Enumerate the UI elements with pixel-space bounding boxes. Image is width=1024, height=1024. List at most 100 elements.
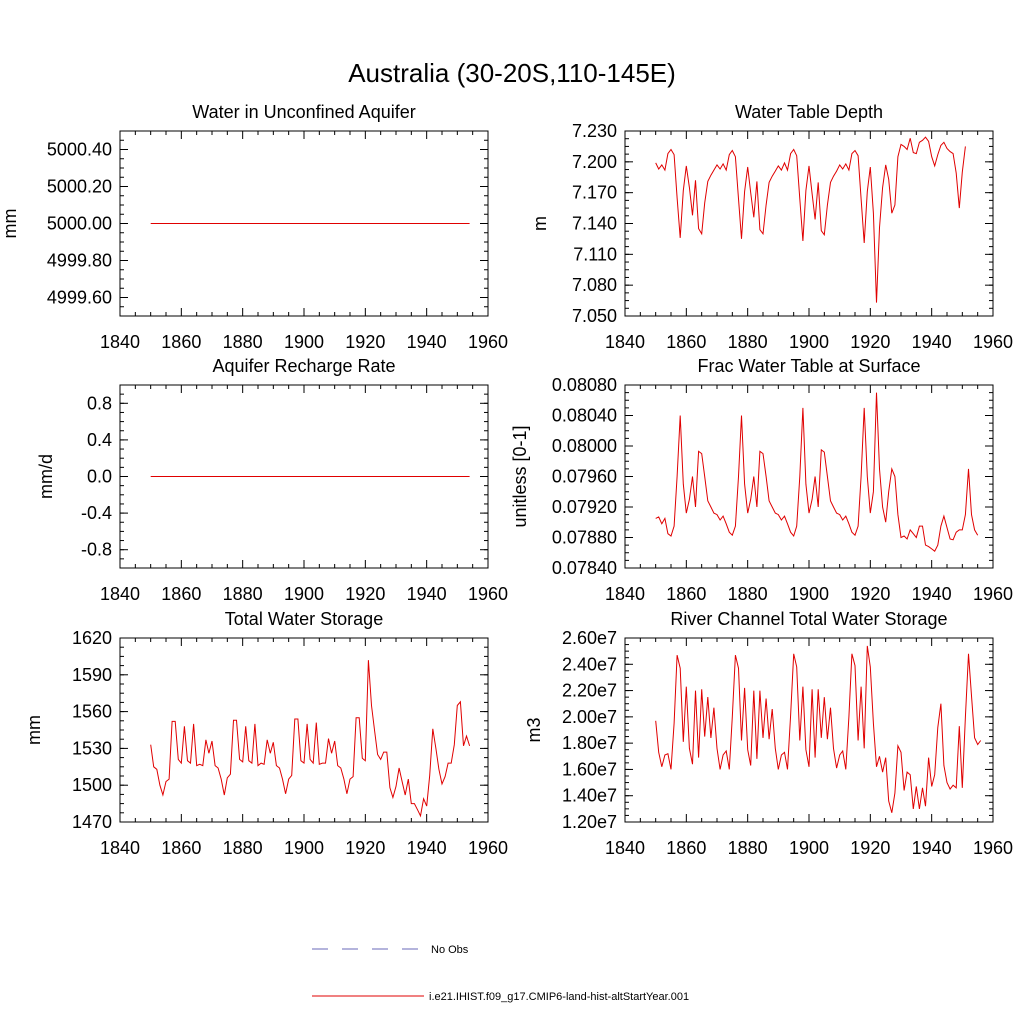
y-tick-label: 2.40e7	[562, 654, 617, 674]
x-tick-label: 1880	[223, 838, 263, 858]
panel-title: Total Water Storage	[225, 609, 383, 629]
x-tick-label: 1920	[345, 584, 385, 604]
x-tick-label: 1900	[789, 584, 829, 604]
legend-run-label: i.e21.IHIST.f09_g17.CMIP6-land-hist-altS…	[429, 991, 689, 1003]
series-line	[150, 660, 471, 818]
panel-title: Frac Water Table at Surface	[697, 356, 920, 376]
x-tick-label: 1860	[666, 332, 706, 352]
y-tick-label: 4999.60	[47, 288, 112, 308]
y-tick-label: 7.110	[573, 244, 617, 264]
y-tick-label: 5000.00	[47, 214, 112, 234]
y-tick-label: 0.8	[87, 393, 112, 413]
series-line	[655, 136, 966, 303]
x-tick-label: 1860	[161, 332, 201, 352]
y-tick-label: 0.07960	[552, 467, 617, 487]
x-tick-label: 1920	[850, 584, 890, 604]
x-tick-label: 1920	[345, 332, 385, 352]
y-tick-label: 1530	[72, 738, 112, 758]
y-tick-label: 1.80e7	[562, 733, 617, 753]
panel-title: Water in Unconfined Aquifer	[192, 102, 415, 122]
y-tick-label: 1560	[72, 702, 112, 722]
x-tick-label: 1880	[728, 584, 768, 604]
plot-frame	[624, 130, 994, 317]
y-tick-label: -0.4	[81, 503, 112, 523]
y-tick-label: 1470	[72, 812, 112, 832]
x-tick-label: 1920	[850, 332, 890, 352]
x-tick-label: 1900	[284, 332, 324, 352]
panel-frac-water-table-at-surface: Frac Water Table at Surface 1840 1860 1880 1…	[510, 356, 1013, 604]
x-tick-label: 1900	[789, 332, 829, 352]
x-tick-label: 1960	[973, 584, 1013, 604]
y-tick-label: 7.200	[572, 152, 617, 172]
y-tick-label: 0.07880	[552, 528, 617, 548]
y-tick-label: 1620	[72, 628, 112, 648]
x-tick-label: 1880	[223, 332, 263, 352]
x-tick-label: 1880	[728, 838, 768, 858]
panel-title: Aquifer Recharge Rate	[212, 356, 395, 376]
y-tick-label: 2.60e7	[562, 628, 617, 648]
x-tick-label: 1940	[407, 584, 447, 604]
y-tick-label: 1.60e7	[562, 759, 617, 779]
y-axis-label: unitless [0-1]	[510, 425, 530, 527]
x-tick-label: 1960	[468, 838, 508, 858]
y-tick-label: 7.230	[572, 121, 617, 141]
plot-frame	[624, 384, 994, 569]
panel-title: Water Table Depth	[735, 102, 883, 122]
x-tick-label: 1860	[161, 838, 201, 858]
x-tick-label: 1920	[345, 838, 385, 858]
legend: No Obs i.e21.IHIST.f09_g17.CMIP6-land-hi…	[312, 944, 689, 1003]
x-tick-label: 1960	[468, 332, 508, 352]
panel-title: River Channel Total Water Storage	[670, 609, 947, 629]
y-tick-label: 2.20e7	[562, 681, 617, 701]
x-tick-label: 1900	[284, 584, 324, 604]
x-tick-label: 1940	[912, 838, 952, 858]
x-tick-label: 1940	[407, 332, 447, 352]
series-line	[655, 645, 982, 813]
y-tick-label: 7.050	[572, 306, 617, 326]
x-tick-label: 1880	[728, 332, 768, 352]
panel-total-water-storage: Total Water Storage 1840 1860 1880 1900 1920 1…	[24, 609, 508, 858]
x-tick-label: 1880	[223, 584, 263, 604]
y-tick-label: 1500	[72, 775, 112, 795]
x-tick-label: 1840	[605, 584, 645, 604]
x-tick-label: 1840	[605, 838, 645, 858]
x-tick-label: 1840	[605, 332, 645, 352]
y-tick-label: 0.07840	[552, 558, 617, 578]
figure-title: Australia (30-20S,110-145E)	[348, 58, 676, 88]
x-tick-label: 1900	[284, 838, 324, 858]
x-tick-label: 1920	[850, 838, 890, 858]
y-tick-label: 0.08080	[552, 375, 617, 395]
x-tick-label: 1900	[789, 838, 829, 858]
y-tick-label: 2.00e7	[562, 707, 617, 727]
y-tick-label: -0.8	[81, 540, 112, 560]
legend-no-obs-label: No Obs	[431, 944, 469, 956]
y-axis-label: m	[530, 216, 550, 231]
panel-water-table-depth: Water Table Depth 1840 1860 1880 1900 1920 194…	[530, 102, 1013, 352]
x-tick-label: 1840	[100, 584, 140, 604]
y-tick-label: 0.0	[87, 467, 112, 487]
y-tick-label: 5000.20	[47, 177, 112, 197]
y-tick-label: 4999.80	[47, 251, 112, 271]
y-tick-label: 7.080	[572, 275, 617, 295]
y-tick-label: 0.08000	[552, 436, 617, 456]
y-tick-label: 0.08040	[552, 406, 617, 426]
y-tick-label: 0.4	[87, 430, 112, 450]
x-tick-label: 1960	[973, 838, 1013, 858]
series-line	[655, 392, 979, 552]
panel-water-in-unconfined-aquifer: Water in Unconfined Aquifer 1840 1860 1880 1…	[0, 102, 508, 352]
y-axis-label: mm	[0, 209, 20, 239]
y-tick-label: 1590	[72, 665, 112, 685]
y-axis-label: mm/d	[36, 454, 56, 499]
y-axis-label: mm	[24, 715, 44, 745]
panel-river-channel-total-water-storage: River Channel Total Water Storage 1840 186…	[524, 609, 1013, 858]
y-tick-label: 7.140	[572, 214, 617, 234]
x-tick-label: 1840	[100, 838, 140, 858]
x-tick-label: 1960	[468, 584, 508, 604]
y-axis-label: m3	[524, 717, 544, 742]
y-tick-label: 7.170	[572, 183, 617, 203]
x-tick-label: 1840	[100, 332, 140, 352]
y-tick-label: 5000.40	[47, 140, 112, 160]
panel-aquifer-recharge-rate: Aquifer Recharge Rate 1840 1860 1880 1900 192…	[36, 356, 508, 604]
y-tick-label: 1.20e7	[562, 812, 617, 832]
